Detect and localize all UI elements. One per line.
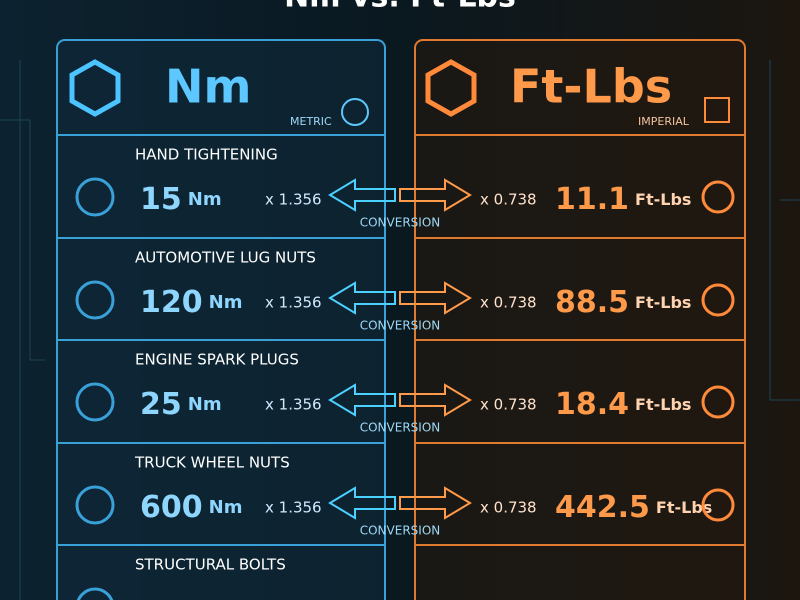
panel-subheading: METRIC <box>290 115 332 128</box>
factor: x 1.356 <box>265 191 322 209</box>
nm-unit: Nm <box>188 394 222 415</box>
row-label: HAND TIGHTENING <box>135 146 278 164</box>
ftlbs-number: 88.5 <box>555 285 629 320</box>
panel-heading: Ft-Lbs <box>510 60 672 114</box>
conversion-label: CONVERSION <box>360 421 441 435</box>
arrow-left <box>328 281 396 315</box>
metric-panel <box>56 39 386 600</box>
ftlbs-unit: Ft-Lbs <box>635 293 691 312</box>
row-label: ENGINE SPARK PLUGS <box>135 351 299 369</box>
factor: x 0.738 <box>480 396 537 414</box>
nm-number: 15 <box>140 182 182 217</box>
ftlbs-unit: Ft-Lbs <box>635 395 691 414</box>
row-icon <box>701 385 735 419</box>
row-icon <box>75 382 115 422</box>
factor: x 0.738 <box>480 499 537 517</box>
factor: x 0.738 <box>480 191 537 209</box>
nm-value: 15 Nm <box>140 182 222 217</box>
arrow-left <box>328 486 396 520</box>
ftlbs-number: 11.1 <box>555 182 629 217</box>
hex-icon <box>425 59 477 117</box>
arrow-left <box>328 178 396 212</box>
arrow-right <box>399 178 472 212</box>
circuit-lines <box>0 60 800 600</box>
nm-unit: Nm <box>209 497 243 518</box>
ftlbs-unit: Ft-Lbs <box>656 498 712 517</box>
ftlbs-number: 442.5 <box>555 490 650 525</box>
conversion-label: CONVERSION <box>360 524 441 538</box>
row-label: TRUCK WHEEL NUTS <box>134 454 290 472</box>
panel-heading: Nm <box>165 60 251 114</box>
flag-icon <box>704 97 730 123</box>
ftlbs-number: 18.4 <box>555 387 629 422</box>
row-label: STRUCTURAL BOLTS <box>135 556 286 574</box>
ftlbs-unit: Ft-Lbs <box>635 190 691 209</box>
imperial-panel <box>414 39 746 600</box>
factor: x 0.738 <box>480 294 537 312</box>
arrow-right <box>399 486 472 520</box>
row-icon <box>75 280 115 320</box>
nm-number: 120 <box>140 285 203 320</box>
nm-value: 600 Nm <box>140 490 242 525</box>
nm-value: 120 Nm <box>140 285 242 320</box>
factor: x 1.356 <box>265 396 322 414</box>
ftlbs-value: 442.5 Ft-Lbs <box>555 490 712 525</box>
factor: x 1.356 <box>265 499 322 517</box>
arrow-right <box>399 281 472 315</box>
ftlbs-value: 18.4 Ft-Lbs <box>555 387 691 422</box>
row-icon <box>701 488 735 522</box>
nm-unit: Nm <box>188 189 222 210</box>
row-icon <box>75 485 115 525</box>
hex-icon <box>69 59 121 117</box>
row-icon <box>75 177 115 217</box>
panel-subheading: IMPERIAL <box>638 115 690 128</box>
arrow-right <box>399 383 472 417</box>
nm-unit: Nm <box>209 292 243 313</box>
conversion-label: CONVERSION <box>360 216 441 230</box>
nm-number: 25 <box>140 387 182 422</box>
row-icon <box>701 283 735 317</box>
row-icon <box>76 587 114 600</box>
row-label: AUTOMOTIVE LUG NUTS <box>135 249 316 267</box>
arrow-left <box>328 383 396 417</box>
row-icon <box>701 180 735 214</box>
conversion-label: CONVERSION <box>360 319 441 333</box>
globe-icon <box>341 98 369 126</box>
nm-number: 600 <box>140 490 203 525</box>
factor: x 1.356 <box>265 294 322 312</box>
ftlbs-value: 88.5 Ft-Lbs <box>555 285 691 320</box>
nm-value: 25 Nm <box>140 387 222 422</box>
title: Nm vs. Ft-Lbs <box>284 0 516 15</box>
ftlbs-value: 11.1 Ft-Lbs <box>555 182 691 217</box>
